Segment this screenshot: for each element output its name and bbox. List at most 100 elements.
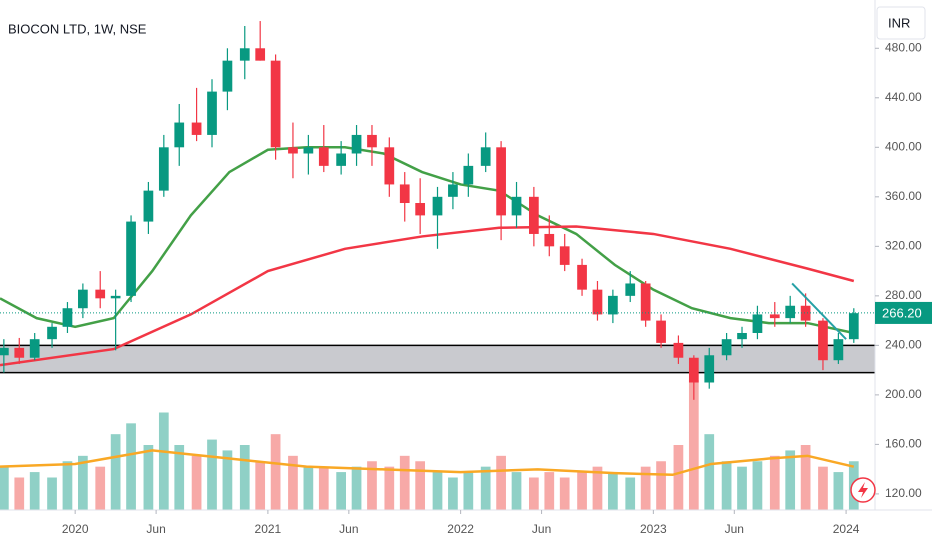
candle-body — [95, 289, 106, 299]
volume-bar — [158, 412, 169, 510]
volume-bar — [688, 380, 699, 510]
y-tick-label: 480.00 — [885, 40, 922, 54]
candle-body — [625, 283, 636, 296]
volume-bar — [769, 455, 780, 510]
volume-bar — [318, 466, 329, 510]
candle-body — [367, 134, 377, 148]
currency[interactable]: INR — [888, 15, 910, 30]
volume-bar — [78, 455, 88, 510]
candle-body — [656, 320, 666, 343]
candle-body — [191, 122, 202, 135]
volume-bar — [511, 472, 522, 510]
candle-body — [544, 233, 555, 247]
candle-body — [673, 342, 684, 358]
candle-body — [303, 147, 314, 154]
y-tick-label: 280.00 — [885, 288, 922, 302]
volume-bar — [336, 472, 346, 510]
volume-bar — [255, 461, 266, 510]
candle-body — [721, 339, 732, 356]
y-tick-label: 320.00 — [885, 239, 922, 253]
volume-bar — [704, 434, 715, 510]
x-tick-label: Jun — [339, 522, 358, 536]
support-zone — [0, 345, 875, 373]
volume-bar — [399, 455, 410, 510]
volume-bar — [752, 461, 763, 510]
candle-body — [688, 357, 699, 383]
candle-body — [559, 246, 570, 265]
candle-body — [384, 147, 395, 185]
volume-bar — [448, 477, 458, 510]
chart-title: BIOCON LTD, 1W, NSE — [8, 21, 147, 36]
candle-body — [511, 196, 522, 216]
y-tick-label: 200.00 — [885, 387, 922, 401]
y-tick-label: 440.00 — [885, 90, 922, 104]
volume-ma-line — [0, 449, 855, 477]
volume-bar — [415, 461, 426, 510]
volume-bar — [577, 472, 587, 510]
volume-bar — [480, 466, 491, 510]
candle-body — [463, 165, 474, 185]
candle-body — [833, 339, 844, 361]
volume-bar — [818, 466, 828, 510]
y-tick-label: 160.00 — [885, 437, 922, 451]
candle-body — [255, 48, 266, 61]
ma-line — [0, 146, 855, 335]
volume-bar — [592, 466, 603, 510]
candle-body — [78, 289, 88, 309]
candle-body — [480, 147, 491, 166]
last-price-box — [875, 301, 932, 324]
volume-bar — [800, 445, 811, 510]
volume-bar — [625, 477, 636, 510]
candle-body — [592, 289, 603, 315]
volume-bar — [207, 439, 217, 510]
candle-body — [336, 153, 346, 166]
volume-bar — [833, 472, 844, 510]
candle-body — [529, 196, 539, 234]
volume-bar — [95, 466, 106, 510]
volume-bar — [721, 461, 732, 510]
volume-bar — [47, 477, 57, 510]
candle-body — [640, 283, 651, 321]
currency-button[interactable] — [876, 6, 926, 40]
candle-body — [448, 184, 458, 197]
x-tick-label: Jun — [146, 522, 165, 536]
volume-bar — [608, 472, 618, 510]
volume-bar — [191, 455, 202, 510]
candle-body — [158, 147, 169, 191]
lightning — [858, 482, 868, 498]
candle-body — [737, 332, 747, 340]
y-tick-label: 360.00 — [885, 189, 922, 203]
x-tick-label: 2020 — [62, 522, 89, 536]
candle-body — [496, 147, 506, 216]
volume-bar — [785, 450, 796, 510]
candle-body — [351, 134, 362, 154]
candle-body — [785, 305, 796, 319]
volume-bar — [656, 461, 666, 510]
volume-bar — [288, 455, 298, 510]
volume-bar — [174, 445, 185, 510]
trendline — [791, 282, 847, 340]
candle-body — [207, 91, 217, 135]
candle-body — [270, 60, 281, 148]
candle-body — [769, 314, 780, 319]
volume-bar — [367, 461, 377, 510]
candle-body — [14, 347, 25, 358]
candle-body — [432, 196, 443, 216]
candle-body — [752, 314, 763, 333]
x-tick-label: 2021 — [255, 522, 282, 536]
volume-bar — [126, 423, 136, 510]
candle-body — [399, 184, 410, 204]
candle-body — [415, 203, 426, 216]
x-tick-label: 2024 — [833, 522, 860, 536]
candle-body — [29, 339, 40, 358]
last-price-label: 266.20 — [882, 305, 922, 320]
y-tick-label: 400.00 — [885, 139, 922, 153]
volume-bar — [110, 434, 121, 510]
volume-bar — [496, 455, 506, 510]
candle-body — [818, 320, 828, 361]
volume-bar — [384, 466, 395, 510]
candle-body — [288, 147, 298, 154]
volume-bar — [640, 466, 651, 510]
